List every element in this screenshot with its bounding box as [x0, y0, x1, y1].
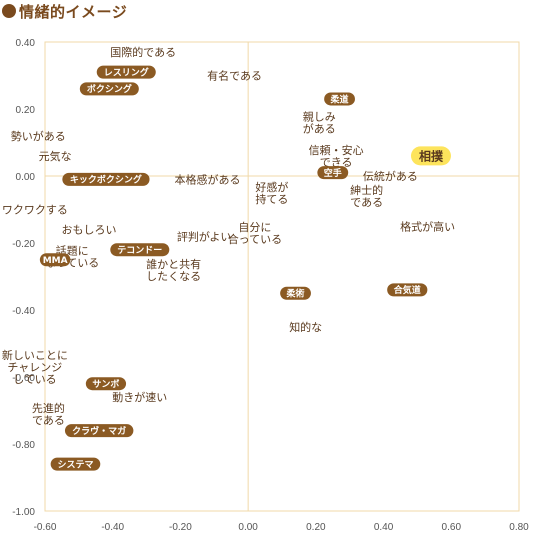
plot-frame [44, 41, 520, 512]
y-tick-label: 0.00 [16, 172, 36, 183]
y-tick-label: -1.00 [12, 507, 35, 518]
attribute-point-label: 紳士的である [350, 183, 383, 209]
y-tick-label: -0.20 [12, 239, 35, 250]
x-tick-label: -0.60 [34, 522, 57, 533]
brand-point-label: 空手 [324, 167, 342, 179]
brand-badge [62, 172, 150, 186]
attribute-point-label: 伝統がある [363, 169, 418, 183]
x-tick-label: 0.80 [509, 522, 529, 533]
x-tick-label: -0.20 [169, 522, 192, 533]
brand-point-label: サンボ [92, 378, 119, 390]
attribute-point-label: 評判がよい [177, 229, 231, 243]
attribute-point-label: ワクワクする [2, 204, 68, 217]
brand-point-label: テコンドー [117, 245, 162, 256]
brand-badge [280, 286, 311, 300]
brand-point-label: MMA [43, 256, 68, 266]
attribute-point-label: 新しいことにチャレンジしている [2, 348, 68, 386]
attribute-point-label: 好感が持てる [255, 180, 288, 206]
attribute-point-label: 誰かと共有したくなる [146, 257, 201, 283]
attribute-point-label: おもしろい [62, 224, 117, 237]
brand-badge [64, 424, 134, 438]
x-tick-label: -0.40 [101, 522, 124, 533]
attribute-point-label: 元気な [39, 149, 72, 163]
brand-badge [39, 253, 71, 267]
attribute-point-label: 先進的である [32, 401, 65, 427]
attribute-point-label: 本格感がある [175, 172, 241, 186]
brand-point-label: 柔道 [330, 93, 349, 105]
brand-badge [387, 283, 428, 297]
brand-point-label: 合気道 [394, 284, 421, 296]
brand-badge [324, 92, 355, 106]
chart-title-wrap: 情緒的イメージ [2, 0, 127, 22]
brand-badge [85, 377, 127, 391]
attribute-point-label: 自分に合っている [228, 221, 282, 246]
brand-badge [317, 166, 349, 180]
attribute-point-label: 勢いがある [11, 129, 66, 143]
attribute-point-label: 有名である [207, 69, 262, 83]
x-tick-label: 0.00 [238, 522, 258, 533]
attribute-point-label: 親しみがある [303, 110, 336, 135]
brand-point-label: クラヴ・マガ [72, 425, 126, 437]
chart-title: 情緒的イメージ [19, 2, 128, 21]
y-tick-label: -0.40 [12, 306, 35, 317]
attribute-point-label: 知的な [289, 320, 322, 334]
brand-badge [96, 65, 156, 79]
brand-badge [110, 243, 170, 257]
y-tick-label: 0.40 [16, 38, 36, 49]
brand-point-label: ボクシング [87, 83, 132, 95]
brand-point-label: レスリング [104, 66, 149, 78]
brand-badge [50, 457, 101, 471]
y-tick-label: 0.20 [16, 105, 36, 116]
attribute-point-label: 格式が高い [400, 219, 455, 233]
brand-point-label: 相撲 [419, 148, 444, 163]
x-tick-label: 0.60 [442, 522, 462, 533]
attribute-point-label: 信頼・安心できる [309, 143, 364, 169]
brand-point-label: システマ [57, 459, 93, 470]
brand-point-label: 柔術 [286, 288, 305, 300]
attribute-point-label: 国際的である [110, 45, 176, 59]
attribute-point-label: 動きが速い [112, 390, 167, 404]
x-tick-label: 0.20 [306, 522, 326, 533]
brand-point-label: キックボクシング [70, 174, 142, 186]
title-bullet-icon [2, 4, 16, 18]
brand-badge [79, 82, 139, 96]
y-tick-label: -0.60 [12, 373, 35, 384]
highlight-badge [410, 146, 451, 166]
x-tick-label: 0.40 [374, 522, 394, 533]
y-tick-label: -0.80 [12, 440, 35, 451]
